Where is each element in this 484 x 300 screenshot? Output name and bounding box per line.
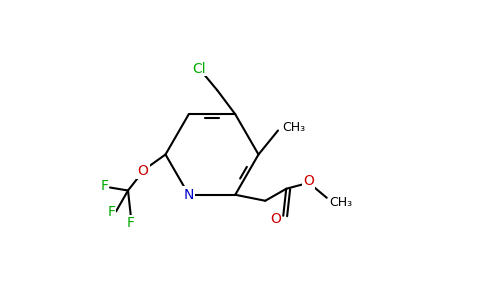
Text: Cl: Cl — [193, 61, 206, 76]
Text: F: F — [107, 205, 116, 218]
Text: CH₃: CH₃ — [330, 196, 353, 209]
Text: O: O — [137, 164, 149, 178]
Text: F: F — [127, 216, 135, 230]
Text: O: O — [303, 174, 314, 188]
Text: N: N — [183, 188, 194, 202]
Text: F: F — [101, 179, 108, 193]
Text: O: O — [270, 212, 281, 226]
Text: CH₃: CH₃ — [283, 121, 305, 134]
